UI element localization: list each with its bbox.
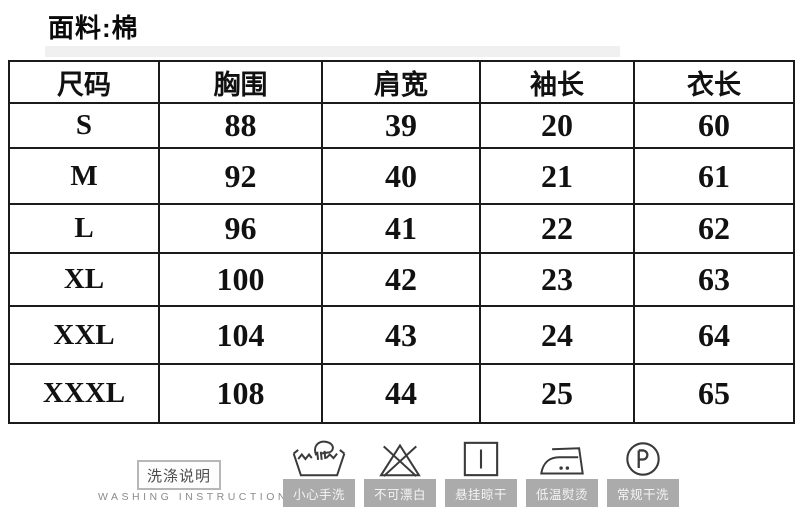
decorative-band xyxy=(45,46,620,57)
table-row: M 92 40 21 61 xyxy=(8,147,795,205)
sleeve-cell: 25 xyxy=(479,363,635,424)
shoulder-cell: 41 xyxy=(321,203,481,254)
table-row: XL 100 42 23 63 xyxy=(8,252,795,307)
chest-cell: 96 xyxy=(158,203,323,254)
care-label: 常规干洗 xyxy=(607,479,679,507)
hand-wash-icon xyxy=(290,440,348,478)
size-cell: XL xyxy=(8,252,160,307)
care-symbols-strip: 小心手洗 不可漂白 悬挂晾干 低温熨烫 xyxy=(283,440,679,507)
chest-cell: 108 xyxy=(158,363,323,424)
shoulder-cell: 44 xyxy=(321,363,481,424)
care-item-hand-wash: 小心手洗 xyxy=(283,440,355,507)
shoulder-cell: 43 xyxy=(321,305,481,365)
column-header-size: 尺码 xyxy=(8,60,160,104)
length-cell: 61 xyxy=(633,147,795,205)
care-item-dry-clean: 常规干洗 xyxy=(607,440,679,507)
length-cell: 64 xyxy=(633,305,795,365)
table-row: XXXL 108 44 25 65 xyxy=(8,363,795,424)
table-row: L 96 41 22 62 xyxy=(8,203,795,254)
column-header-shoulder: 肩宽 xyxy=(321,60,481,104)
sleeve-cell: 22 xyxy=(479,203,635,254)
sleeve-cell: 20 xyxy=(479,102,635,149)
sleeve-cell: 21 xyxy=(479,147,635,205)
care-label: 低温熨烫 xyxy=(526,479,598,507)
iron-low-icon xyxy=(536,440,588,478)
size-cell: XXXL xyxy=(8,363,160,424)
size-cell: M xyxy=(8,147,160,205)
care-label: 小心手洗 xyxy=(283,479,355,507)
table-row: S 88 39 20 60 xyxy=(8,102,795,149)
size-cell: XXL xyxy=(8,305,160,365)
shoulder-cell: 40 xyxy=(321,147,481,205)
fabric-label: 面料:棉 xyxy=(48,13,139,43)
care-label: 悬挂晾干 xyxy=(445,479,517,507)
care-item-iron-low: 低温熨烫 xyxy=(526,440,598,507)
chest-cell: 88 xyxy=(158,102,323,149)
column-header-sleeve: 袖长 xyxy=(479,60,635,104)
care-item-hang-dry: 悬挂晾干 xyxy=(445,440,517,507)
size-cell: S xyxy=(8,102,160,149)
size-cell: L xyxy=(8,203,160,254)
length-cell: 65 xyxy=(633,363,795,424)
length-cell: 63 xyxy=(633,252,795,307)
care-label: 不可漂白 xyxy=(364,479,436,507)
size-chart-table: 尺码 胸围 肩宽 袖长 衣长 S 88 39 20 60 M 92 40 21 … xyxy=(8,60,795,424)
dry-clean-icon xyxy=(624,440,662,478)
table-header-row: 尺码 胸围 肩宽 袖长 衣长 xyxy=(8,60,795,104)
column-header-length: 衣长 xyxy=(633,60,795,104)
chest-cell: 92 xyxy=(158,147,323,205)
washing-instructions-title-cn: 洗涤说明 xyxy=(146,467,211,485)
length-cell: 60 xyxy=(633,102,795,149)
care-item-no-bleach: 不可漂白 xyxy=(364,440,436,507)
no-bleach-icon xyxy=(376,440,424,478)
chest-cell: 100 xyxy=(158,252,323,307)
hang-dry-icon xyxy=(460,440,502,478)
table-row: XXL 104 43 24 64 xyxy=(8,305,795,365)
washing-instructions-title-box: 洗涤说明 xyxy=(137,460,221,490)
shoulder-cell: 39 xyxy=(321,102,481,149)
sleeve-cell: 23 xyxy=(479,252,635,307)
length-cell: 62 xyxy=(633,203,795,254)
sleeve-cell: 24 xyxy=(479,305,635,365)
chest-cell: 104 xyxy=(158,305,323,365)
column-header-chest: 胸围 xyxy=(158,60,323,104)
washing-instructions-title-en: WASHING INSTRUCTIONS xyxy=(98,491,300,503)
shoulder-cell: 42 xyxy=(321,252,481,307)
